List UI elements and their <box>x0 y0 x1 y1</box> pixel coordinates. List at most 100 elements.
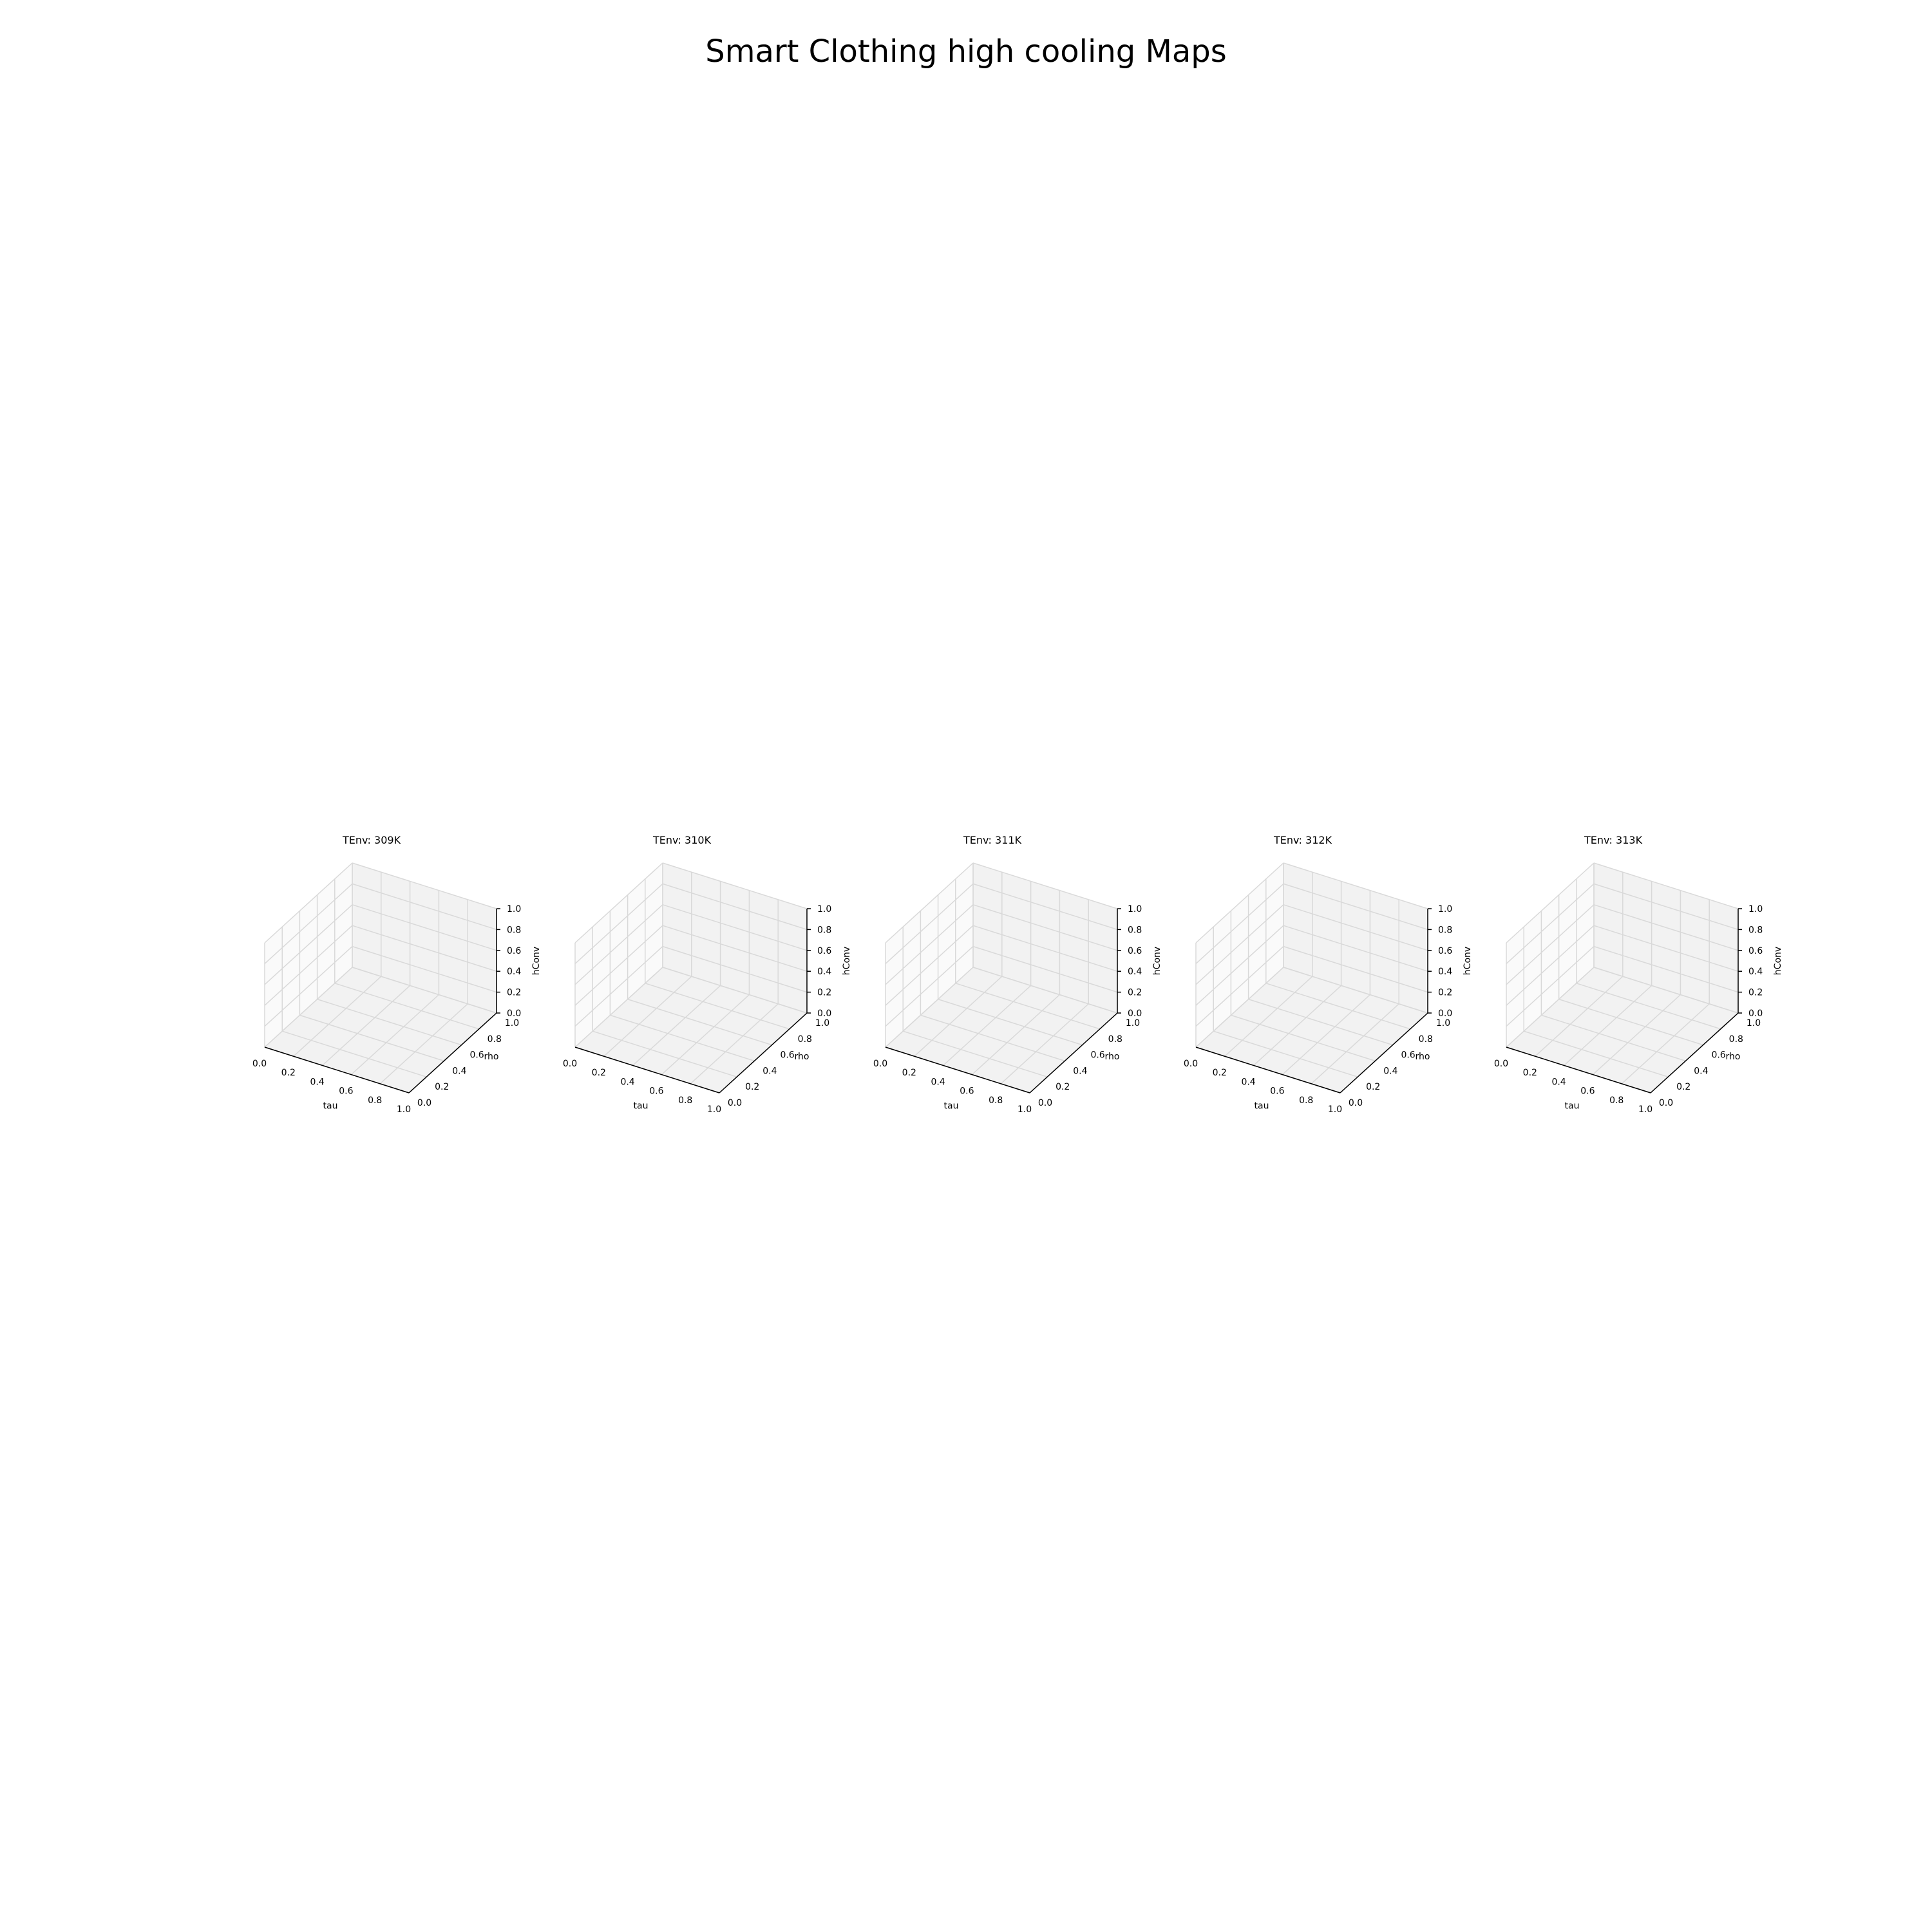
grid-line <box>1283 967 1428 1014</box>
grid-line <box>690 1003 779 1084</box>
z-tick-label: 0.8 <box>1128 925 1142 935</box>
grid-line <box>1283 862 1428 909</box>
grid-line <box>885 967 974 1048</box>
x-tick-label: 0.0 <box>873 1059 887 1069</box>
z-tick-label: 0.4 <box>1748 967 1763 977</box>
y-tick-label: 0.2 <box>1366 1082 1380 1092</box>
x-tick-label: 0.8 <box>989 1095 1003 1106</box>
grid-line <box>350 994 439 1075</box>
x-tick-label: 0.2 <box>902 1068 916 1078</box>
z-tick-label: 1.0 <box>507 904 521 914</box>
grid-line <box>1231 1014 1376 1062</box>
grid-line <box>1253 985 1342 1066</box>
grid-line <box>885 883 974 964</box>
x-axis-line <box>264 1046 410 1094</box>
grid-line <box>299 1014 444 1062</box>
z-tick-label: 0.6 <box>1748 946 1763 956</box>
grid-line <box>1506 862 1595 943</box>
grid-line <box>971 994 1060 1075</box>
z-tick-label: 0.8 <box>817 925 831 935</box>
grid-line <box>1195 967 1284 1048</box>
grid-line <box>1283 883 1428 931</box>
x-tick-label: 0.8 <box>1299 1095 1313 1106</box>
z-tick-label: 0.8 <box>1748 925 1763 935</box>
grid-line <box>322 985 411 1066</box>
grid-line <box>938 998 1083 1046</box>
grid-line <box>574 862 663 943</box>
grid-line <box>1213 1030 1358 1077</box>
side-pane <box>1196 863 1283 1047</box>
grid-line <box>1506 904 1595 985</box>
grid-line <box>885 925 974 1006</box>
x-axis-line <box>574 1046 720 1094</box>
x-tick-label: 0.4 <box>1551 1077 1566 1087</box>
y-axis-line <box>408 1012 497 1094</box>
grid-line <box>264 946 353 1027</box>
grid-line <box>662 904 808 951</box>
grid-line <box>574 967 663 1048</box>
y-tick-label: 1.0 <box>1436 1018 1450 1028</box>
panel-title: TEnv: 312K <box>1273 834 1332 846</box>
z-axis-label: hConv <box>531 947 542 975</box>
floor-pane <box>1196 967 1428 1093</box>
x-tick-label: 0.4 <box>620 1077 634 1087</box>
z-axis-label: hConv <box>1463 947 1473 975</box>
grid-line <box>885 946 974 1027</box>
grid-line <box>1248 998 1393 1046</box>
chart-panel-3: 0.00.20.40.60.81.00.00.20.40.60.81.00.00… <box>1184 834 1473 1115</box>
grid-line <box>1283 904 1428 951</box>
grid-line <box>334 983 480 1030</box>
grid-line <box>1000 1003 1089 1084</box>
grid-line <box>920 1014 1065 1062</box>
y-tick-label: 0.0 <box>1659 1098 1673 1108</box>
z-tick-label: 0.4 <box>817 967 831 977</box>
panel-title: TEnv: 309K <box>342 834 401 846</box>
z-tick-label: 0.2 <box>817 988 831 998</box>
x-tick-label: 0.0 <box>1494 1059 1508 1069</box>
y-tick-label: 0.8 <box>1729 1034 1743 1045</box>
z-tick-label: 0.0 <box>817 1009 831 1019</box>
grid-line <box>1506 925 1595 1006</box>
grid-line <box>1576 983 1721 1030</box>
grid-line <box>1195 946 1284 1027</box>
x-tick-label: 1.0 <box>397 1104 411 1115</box>
grid-line <box>1593 862 1739 909</box>
x-tick-label: 0.8 <box>1609 1095 1624 1106</box>
z-tick-label: 0.2 <box>1438 988 1452 998</box>
x-axis-label: tau <box>944 1101 959 1112</box>
x-tick-label: 0.0 <box>252 1059 267 1069</box>
chart-panel-0: 0.00.20.40.60.81.00.00.20.40.60.81.00.00… <box>252 834 542 1115</box>
y-tick-label: 0.8 <box>1419 1034 1433 1045</box>
z-tick-label: 0.0 <box>1128 1009 1142 1019</box>
z-tick-label: 1.0 <box>1748 904 1763 914</box>
x-tick-label: 1.0 <box>1328 1104 1342 1115</box>
grid-line <box>610 1014 755 1062</box>
x-tick-label: 0.0 <box>563 1059 577 1069</box>
figure-title: Smart Clothing high cooling Maps <box>705 33 1227 70</box>
y-tick-label: 0.0 <box>1349 1098 1363 1108</box>
x-axis-label: tau <box>323 1101 338 1112</box>
y-tick-label: 0.4 <box>452 1066 466 1076</box>
grid-line <box>1265 983 1411 1030</box>
grid-line <box>1564 985 1653 1066</box>
x-tick-label: 0.6 <box>339 1086 353 1097</box>
chart-panel-2: 0.00.20.40.60.81.00.00.20.40.60.81.00.00… <box>873 834 1162 1115</box>
z-tick-label: 0.8 <box>507 925 521 935</box>
side-pane <box>1506 863 1594 1047</box>
y-tick-label: 0.6 <box>1711 1050 1725 1061</box>
y-axis-line <box>1029 1012 1118 1094</box>
x-tick-label: 0.8 <box>678 1095 692 1106</box>
y-axis-label: rho <box>1105 1052 1120 1062</box>
grid-line <box>1195 862 1284 943</box>
chart-panel-1: 0.00.20.40.60.81.00.00.20.40.60.81.00.00… <box>563 834 852 1115</box>
grid-line <box>603 976 692 1057</box>
grid-line <box>1506 883 1595 964</box>
y-axis-label: rho <box>795 1052 810 1062</box>
grid-line <box>1593 904 1739 951</box>
y-axis-label: rho <box>1726 1052 1741 1062</box>
side-pane <box>575 863 663 1047</box>
grid-line <box>1283 945 1428 993</box>
grid-line <box>1523 1030 1669 1077</box>
grid-line <box>1558 998 1703 1046</box>
floor-pane <box>265 967 497 1093</box>
